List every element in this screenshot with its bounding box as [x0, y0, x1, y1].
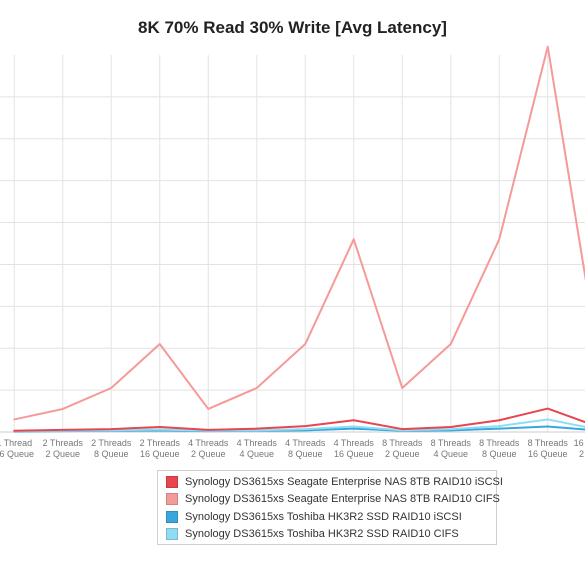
- x-tick-label: 8 Threads: [528, 438, 569, 448]
- data-point: [159, 426, 161, 428]
- x-tick-label: 4 Threads: [237, 438, 278, 448]
- data-point: [353, 419, 355, 421]
- x-tick-label: 8 Queue: [94, 449, 129, 459]
- x-tick-label: 2 Queue: [385, 449, 420, 459]
- data-point: [547, 46, 549, 48]
- data-point: [304, 343, 306, 345]
- x-tick-label: 16 Threads: [574, 438, 585, 448]
- data-point: [256, 429, 258, 431]
- data-point: [498, 428, 500, 430]
- x-tick-label: 8 Queue: [288, 449, 323, 459]
- data-point: [207, 429, 209, 431]
- data-point: [353, 238, 355, 240]
- x-tick-label: 16 Queue: [334, 449, 374, 459]
- series-line: [13, 418, 585, 433]
- legend-swatch: [166, 528, 178, 541]
- legend-swatch: [166, 475, 178, 488]
- data-point: [256, 387, 258, 389]
- x-tick-label: 8 Threads: [431, 438, 472, 448]
- x-tick-label: 4 Threads: [188, 438, 229, 448]
- data-point: [547, 425, 549, 428]
- data-point: [13, 430, 15, 432]
- x-tick-label: 8 Threads: [479, 438, 520, 448]
- data-point: [13, 418, 15, 421]
- x-tick-label: 4 Queue: [433, 449, 468, 459]
- x-tick-label: 1 Thread: [0, 438, 32, 448]
- x-tick-label: 4 Threads: [334, 438, 375, 448]
- data-point: [450, 428, 452, 430]
- data-point: [110, 387, 112, 389]
- data-point: [62, 429, 64, 431]
- data-point: [450, 343, 452, 345]
- x-tick-label: 2 Queue: [579, 449, 585, 459]
- data-point: [498, 425, 500, 427]
- chart-legend: Synology DS3615xs Seagate Enterprise NAS…: [157, 470, 503, 545]
- data-point: [353, 428, 355, 430]
- legend-label: Synology DS3615xs Toshiba HK3R2 SSD RAID…: [185, 510, 462, 523]
- series-line: [13, 45, 585, 421]
- data-point: [498, 419, 500, 421]
- legend-label: Synology DS3615xs Seagate Enterprise NAS…: [185, 493, 500, 506]
- x-tick-label: 2 Queue: [45, 449, 80, 459]
- data-point: [547, 418, 549, 421]
- x-tick-label: 16 Queue: [528, 449, 568, 459]
- x-tick-label: 16 Queue: [0, 449, 34, 459]
- data-point: [450, 426, 452, 428]
- chart-title: 8K 70% Read 30% Write [Avg Latency]: [138, 18, 447, 37]
- data-point: [304, 428, 306, 430]
- legend-swatch: [166, 510, 178, 523]
- data-point: [207, 408, 209, 410]
- data-point: [62, 408, 64, 410]
- legend-swatch: [166, 493, 178, 506]
- data-point: [110, 428, 112, 430]
- x-tick-label: 2 Threads: [43, 438, 84, 448]
- legend-item[interactable]: Synology DS3615xs Seagate Enterprise NAS…: [166, 491, 500, 509]
- data-point: [256, 428, 258, 430]
- x-tick-label: 2 Queue: [191, 449, 226, 459]
- x-tick-label: 2 Threads: [140, 438, 181, 448]
- data-point: [547, 407, 549, 410]
- x-tick-label: 4 Threads: [285, 438, 326, 448]
- data-point: [401, 428, 403, 430]
- legend-item[interactable]: Synology DS3615xs Toshiba HK3R2 SSD RAID…: [166, 526, 488, 544]
- legend-label: Synology DS3615xs Toshiba HK3R2 SSD RAID…: [185, 528, 459, 541]
- legend-item[interactable]: Synology DS3615xs Seagate Enterprise NAS…: [166, 473, 503, 491]
- x-tick-label: 4 Queue: [239, 449, 274, 459]
- legend-item[interactable]: Synology DS3615xs Toshiba HK3R2 SSD RAID…: [166, 508, 488, 526]
- x-tick-label: 8 Threads: [382, 438, 423, 448]
- data-point: [498, 238, 500, 240]
- x-tick-label: 2 Threads: [91, 438, 132, 448]
- data-point: [304, 425, 306, 427]
- x-tick-label: 16 Queue: [140, 449, 180, 459]
- data-point: [159, 343, 161, 345]
- data-point: [353, 425, 355, 428]
- legend-label: Synology DS3615xs Seagate Enterprise NAS…: [185, 475, 503, 488]
- series-line: [13, 407, 585, 432]
- x-tick-label: 8 Queue: [482, 449, 517, 459]
- data-point: [159, 428, 161, 431]
- data-point: [401, 387, 403, 389]
